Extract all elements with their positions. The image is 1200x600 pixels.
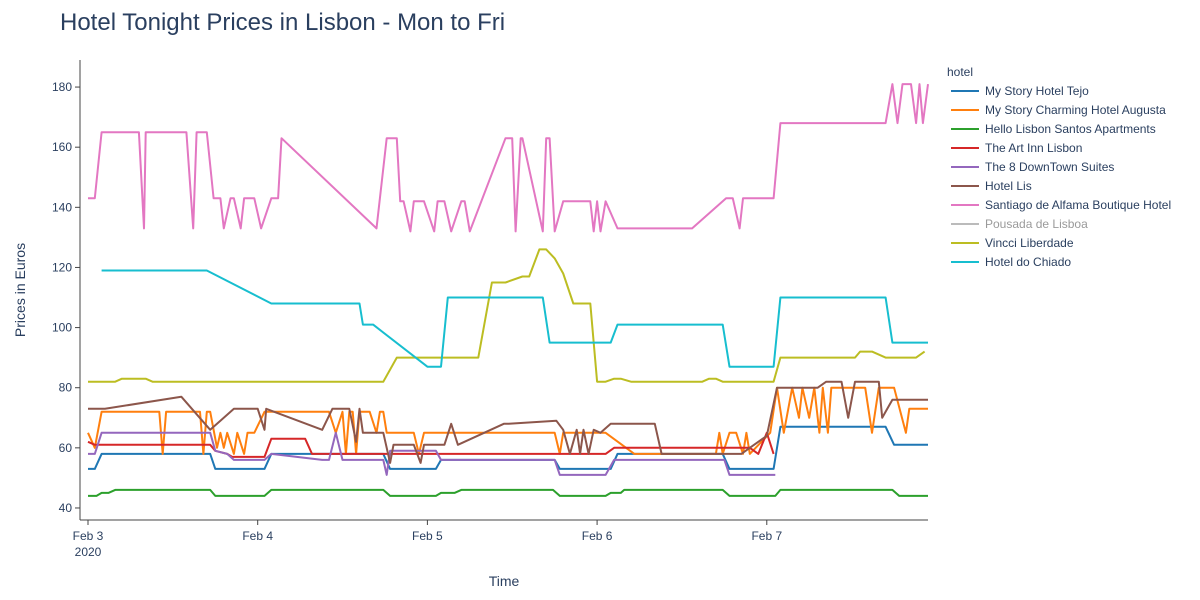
legend-item[interactable]: The Art Inn Lisbon <box>951 141 1082 155</box>
x-axis-title: Time <box>489 573 520 589</box>
legend-item[interactable]: Pousada de Lisboa <box>951 217 1088 231</box>
legend-label: Vincci Liberdade <box>985 236 1074 250</box>
y-axis: 40 60 80 100 120 140 160 180 <box>52 60 81 520</box>
x-axis: Feb 3 2020 Feb 4 Feb 5 Feb 6 Feb 7 <box>73 519 928 559</box>
series-line-hotel-do-chiado <box>101 269 928 368</box>
series-line-my-story-charming-hotel-augusta <box>87 386 928 455</box>
x-tick-label: Feb 4 <box>242 529 273 543</box>
legend-label: Pousada de Lisboa <box>985 217 1088 231</box>
y-tick-label: 160 <box>52 140 72 154</box>
chart-title: Hotel Tonight Prices in Lisbon - Mon to … <box>60 9 505 36</box>
legend-label: Hello Lisbon Santos Apartments <box>985 122 1156 136</box>
x-tick-sublabel: 2020 <box>75 545 102 559</box>
legend-label: The Art Inn Lisbon <box>985 141 1082 155</box>
legend-label: My Story Charming Hotel Augusta <box>985 103 1166 117</box>
legend-title: hotel <box>947 65 973 79</box>
series-line-the-art-inn-lisbon <box>87 431 775 458</box>
y-axis-title: Prices in Euros <box>12 243 28 337</box>
series-line-santiago-de-alfama-boutique-hotel <box>88 83 929 233</box>
x-tick-label: Feb 5 <box>412 529 443 543</box>
y-tick-label: 140 <box>52 200 72 214</box>
series-line-hotel-lis <box>88 380 928 464</box>
y-tick-label: 40 <box>59 501 73 515</box>
legend-label: The 8 DownTown Suites <box>985 160 1114 174</box>
legend-label: Santiago de Alfama Boutique Hotel <box>985 198 1171 212</box>
y-tick-label: 80 <box>59 381 73 395</box>
legend-item[interactable]: The 8 DownTown Suites <box>951 160 1114 174</box>
x-tick-label: Feb 3 <box>73 529 104 543</box>
series-line-hello-lisbon-santos-apartments <box>88 488 928 497</box>
legend: hotel My Story Hotel Tejo My Story Charmin… <box>947 65 1171 269</box>
y-tick-label: 100 <box>52 321 72 335</box>
x-tick-label: Feb 7 <box>751 529 782 543</box>
legend-item[interactable]: Santiago de Alfama Boutique Hotel <box>951 198 1171 212</box>
y-tick-label: 120 <box>52 260 72 274</box>
legend-item[interactable]: Vincci Liberdade <box>951 236 1074 250</box>
series-line-vincci-liberdade <box>88 248 926 383</box>
legend-label: Hotel do Chiado <box>985 255 1071 269</box>
legend-item[interactable]: My Story Charming Hotel Augusta <box>951 103 1166 117</box>
legend-item[interactable]: Hello Lisbon Santos Apartments <box>951 122 1156 136</box>
legend-item[interactable]: Hotel do Chiado <box>951 255 1071 269</box>
legend-item[interactable]: My Story Hotel Tejo <box>951 84 1089 98</box>
y-tick-label: 60 <box>59 441 73 455</box>
legend-label: Hotel Lis <box>985 179 1032 193</box>
x-tick-label: Feb 6 <box>582 529 613 543</box>
y-tick-label: 180 <box>52 80 72 94</box>
plot-area <box>87 83 929 497</box>
series-line-the-8-downtown-suites <box>88 431 776 476</box>
legend-label: My Story Hotel Tejo <box>985 84 1089 98</box>
legend-item[interactable]: Hotel Lis <box>951 179 1032 193</box>
